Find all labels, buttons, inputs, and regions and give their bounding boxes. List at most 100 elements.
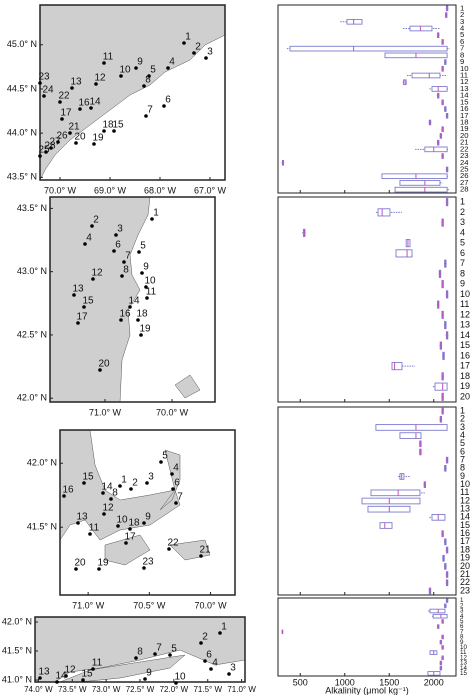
station-label: 11: [92, 658, 103, 669]
map-frame: [59, 429, 236, 596]
station-label: 28: [44, 141, 56, 152]
station-dot: [82, 481, 86, 485]
station-dot: [136, 318, 140, 322]
station-label: 1: [221, 622, 227, 633]
station-dot: [91, 277, 95, 281]
category-label: 1: [460, 405, 465, 415]
station-label: 20: [74, 132, 86, 143]
category-label: 2: [460, 10, 464, 19]
station-dot: [120, 274, 124, 278]
box-body: [411, 72, 441, 79]
category-label: 1: [460, 3, 464, 12]
station-label: 6: [206, 650, 212, 661]
station-dot: [78, 107, 82, 111]
station-dot: [174, 501, 178, 505]
station-dot: [153, 652, 157, 656]
category-label: 17: [460, 111, 469, 120]
map-frame: [49, 196, 216, 403]
station-label: 9: [145, 512, 151, 523]
category-label: 20: [460, 131, 469, 140]
station-dot: [128, 527, 132, 531]
x-tick-label: 69.0° W: [94, 185, 127, 195]
station-label: 7: [125, 251, 131, 262]
station-label: 21: [68, 122, 80, 133]
station-label: 15: [82, 472, 94, 483]
station-label: 9: [146, 668, 152, 679]
station-label: 18: [128, 518, 140, 529]
category-label: 11: [460, 71, 468, 80]
category-label: 1: [460, 197, 465, 207]
station-label: 4: [173, 463, 179, 474]
category-label: 10: [460, 289, 470, 299]
category-label: 8: [460, 463, 465, 473]
station-label: 23: [38, 72, 50, 83]
category-label: 12: [460, 495, 470, 505]
station-dot: [38, 676, 42, 680]
category-label: 12: [460, 309, 470, 319]
category-label: 6: [460, 248, 465, 258]
x-tick-label: 1000: [335, 677, 355, 687]
box-body: [399, 432, 422, 439]
category-label: 3: [460, 608, 464, 615]
station-label: 4: [86, 233, 92, 244]
station-label: 8: [145, 75, 151, 86]
station-dot: [204, 56, 208, 60]
category-label: 16: [460, 104, 469, 113]
category-label: 17: [460, 361, 470, 371]
x-tick-label: 72.0° W: [160, 685, 189, 694]
station-dot: [83, 242, 87, 246]
station-dot: [90, 224, 94, 228]
category-label: 9: [460, 279, 465, 289]
station-dot: [170, 472, 174, 476]
station-dot: [98, 368, 102, 372]
category-label: 2: [460, 207, 465, 217]
station-dot: [91, 667, 95, 671]
y-tick-label: 44.0° N: [7, 128, 37, 138]
category-label: 6: [460, 37, 464, 46]
station-dot: [192, 51, 196, 55]
category-label: 13: [460, 660, 467, 667]
station-dot: [81, 678, 85, 682]
station-label: 3: [207, 47, 213, 58]
station-dot: [116, 524, 120, 528]
category-label: 23: [460, 151, 469, 160]
station-label: 11: [89, 523, 100, 534]
category-label: 17: [460, 536, 470, 546]
box-body: [395, 249, 413, 258]
station-dot: [143, 677, 147, 681]
category-label: 2: [460, 602, 464, 609]
station-label: 12: [91, 268, 103, 279]
category-label: 5: [460, 30, 464, 39]
station-label: 14: [89, 97, 101, 108]
station-label: 13: [72, 284, 84, 295]
box-body: [424, 146, 448, 153]
x-tick-label: 70.5° W: [133, 600, 166, 610]
station-label: 15: [82, 296, 94, 307]
plot-frame: [277, 406, 457, 596]
station-dot: [114, 233, 118, 237]
y-tick-label: 45.0° N: [7, 39, 37, 49]
station-dot: [119, 74, 123, 78]
station-label: 19: [92, 133, 104, 144]
category-label: 3: [460, 422, 465, 432]
station-dot: [38, 154, 42, 158]
station-dot: [56, 140, 60, 144]
category-label: 10: [460, 479, 470, 489]
station-dot: [159, 460, 163, 464]
category-label: 7: [460, 44, 464, 53]
category-label: 13: [460, 84, 469, 93]
station-dot: [76, 321, 80, 325]
station-dot: [119, 318, 123, 322]
station-label: 5: [162, 451, 168, 462]
station-label: 15: [81, 669, 93, 680]
category-label: 18: [460, 371, 470, 381]
category-label: 14: [460, 665, 467, 672]
station-label: 11: [146, 287, 157, 298]
station-label: 14: [128, 296, 140, 307]
station-dot: [82, 305, 86, 309]
station-dot: [174, 681, 178, 685]
station-dot: [74, 141, 78, 145]
station-dot: [76, 521, 80, 525]
station-label: 23: [142, 557, 154, 568]
